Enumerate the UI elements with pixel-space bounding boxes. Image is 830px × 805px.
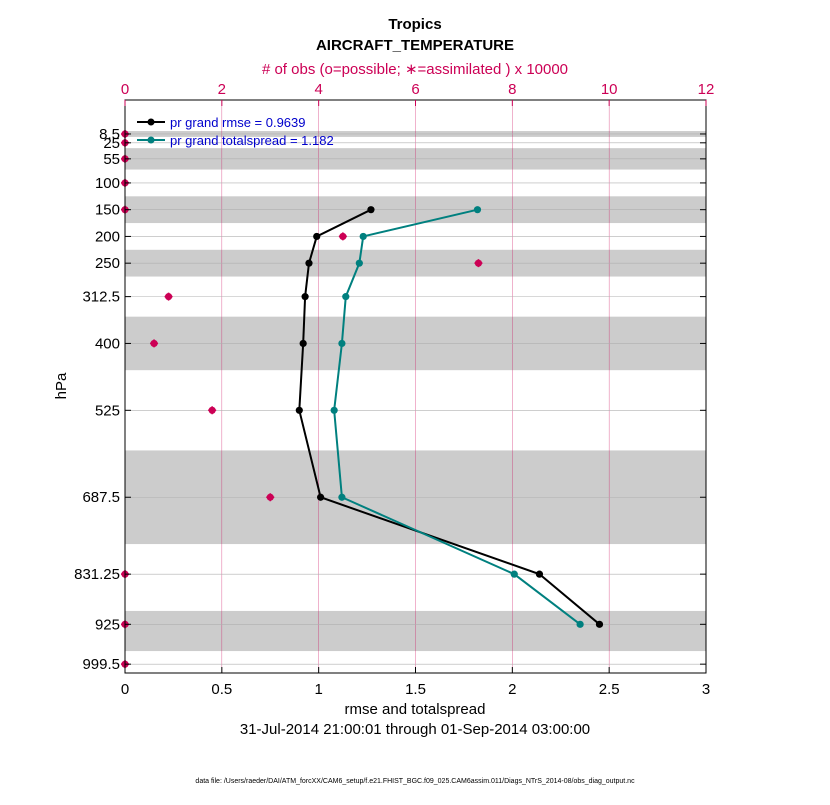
y-tick-label: 687.5 bbox=[82, 489, 120, 506]
obs-assimilated-star bbox=[208, 406, 217, 415]
legend-rmse-label: pr grand rmse = 0.9639 bbox=[170, 115, 306, 130]
y-tick-label: 150 bbox=[95, 202, 120, 219]
y-tick-label: 25 bbox=[103, 135, 120, 152]
series-1-point bbox=[355, 259, 363, 267]
x-tick-label: 0 bbox=[121, 681, 129, 698]
series-1-point bbox=[338, 339, 346, 348]
y-tick-label: 831.25 bbox=[74, 566, 120, 583]
series-1-point bbox=[576, 620, 584, 628]
y-tick-label: 100 bbox=[95, 175, 120, 192]
y-tick-label: 400 bbox=[95, 335, 120, 352]
series-0-point bbox=[305, 259, 313, 267]
top-tick-label: 6 bbox=[411, 81, 419, 98]
series-0-point bbox=[299, 339, 307, 348]
series-1-point bbox=[510, 570, 518, 578]
y-tick-label: 312.5 bbox=[82, 289, 120, 306]
date-range: 31-Jul-2014 21:00:01 through 01-Sep-2014… bbox=[240, 721, 590, 738]
obs-assimilated-star bbox=[164, 292, 173, 301]
top-tick-label: 10 bbox=[601, 81, 618, 98]
obs-assimilated-star bbox=[338, 232, 347, 241]
series-0-point bbox=[317, 493, 325, 501]
y-tick-label: 8.5 bbox=[99, 126, 120, 143]
series-lines bbox=[295, 206, 604, 628]
obs-assimilated-star bbox=[266, 493, 275, 502]
data-file-footer: data file: /Users/raeder/DAI/ATM_forcXX/… bbox=[195, 778, 635, 785]
series-0-point bbox=[313, 232, 321, 241]
x-tick-label: 1 bbox=[314, 681, 322, 698]
y-tick-label: 925 bbox=[95, 616, 120, 633]
top-tick-label: 8 bbox=[508, 81, 516, 98]
y-axis-label: hPa bbox=[53, 372, 70, 399]
legend: pr grand rmse = 0.9639 pr grand totalspr… bbox=[137, 115, 334, 148]
series-1-point bbox=[338, 493, 346, 501]
legend-rmse-marker bbox=[147, 118, 155, 126]
series-0-point bbox=[295, 406, 303, 414]
series-0-point bbox=[301, 293, 309, 301]
x-tick-label: 1.5 bbox=[405, 681, 426, 698]
top-tick-label: 4 bbox=[314, 81, 322, 98]
obs-assimilated-star bbox=[474, 259, 483, 268]
series-0-point bbox=[367, 206, 375, 214]
series-0-point bbox=[595, 620, 604, 628]
grid-lines bbox=[125, 100, 706, 673]
top-tick-label: 0 bbox=[121, 81, 129, 98]
top-tick-label: 2 bbox=[218, 81, 226, 98]
x-tick-label: 2 bbox=[508, 681, 516, 698]
top-tick-label: 12 bbox=[698, 81, 715, 98]
x-tick-label: 2.5 bbox=[599, 681, 620, 698]
x-tick-label: 0.5 bbox=[211, 681, 232, 698]
series-1-point bbox=[342, 293, 350, 301]
chart-subtitle: AIRCRAFT_TEMPERATURE bbox=[316, 37, 514, 54]
series-1-point bbox=[359, 232, 367, 241]
x-axis-label: rmse and totalspread bbox=[345, 701, 486, 718]
obs-assimilated-star bbox=[150, 339, 159, 348]
legend-spread-label: pr grand totalspread = 1.182 bbox=[170, 133, 334, 148]
legend-spread-marker bbox=[147, 136, 155, 144]
series-0-point bbox=[535, 570, 544, 578]
y-tick-label: 200 bbox=[95, 228, 120, 245]
y-tick-label: 55 bbox=[103, 151, 120, 168]
series-1-point bbox=[330, 406, 338, 414]
y-tick-label: 250 bbox=[95, 255, 120, 272]
y-tick-label: 525 bbox=[95, 402, 120, 419]
series-1-point bbox=[473, 206, 482, 214]
y-tick-label: 999.5 bbox=[82, 656, 120, 673]
x-tick-label: 3 bbox=[702, 681, 710, 698]
chart-title: Tropics bbox=[388, 16, 441, 33]
top-axis-label: # of obs (o=possible; ∗=assimilated ) x … bbox=[262, 61, 568, 78]
